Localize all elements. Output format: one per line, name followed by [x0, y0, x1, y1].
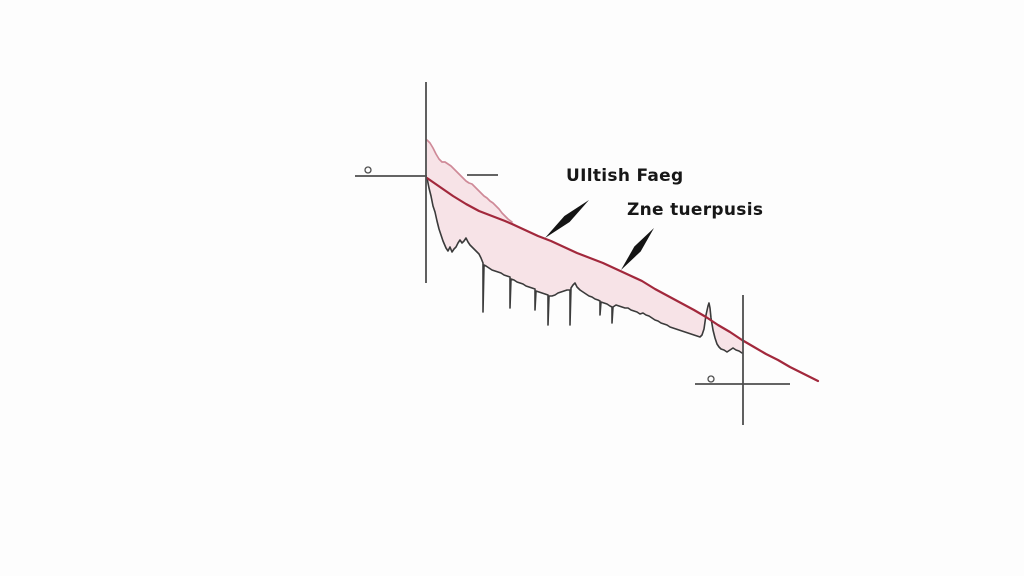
annotation-label-uiltish-faeg: UIltish Faeg	[566, 166, 684, 186]
annotation-label-zne-tuerpusis: Zne tuerpusis	[627, 200, 764, 220]
